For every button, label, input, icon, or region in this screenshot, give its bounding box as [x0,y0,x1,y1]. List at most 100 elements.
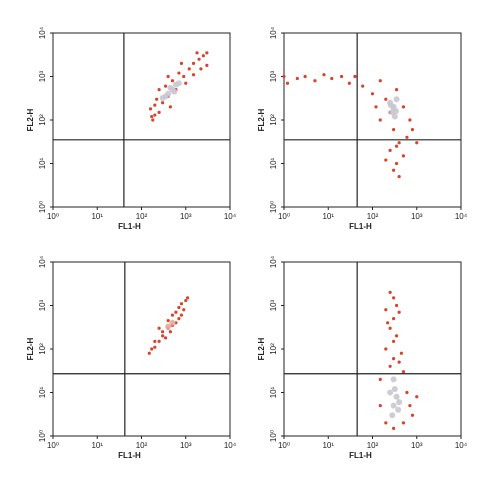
event-dot [396,399,403,406]
y-tick-label: 10³ [38,70,47,82]
event-dot [395,406,402,413]
x-tick-label: 10¹ [322,441,334,450]
event-dot [347,81,351,85]
event-dot [163,336,168,340]
x-tick-label: 10² [136,441,148,450]
y-tick-label: 10¹ [38,157,47,169]
event-dot [205,51,209,55]
event-dot [295,76,299,81]
x-tick-label: 10³ [180,212,192,221]
event-dot [410,128,415,132]
event-dot [153,103,157,107]
plot-frame [283,32,462,208]
event-dot [282,74,286,79]
event-dot [171,88,178,95]
event-dot [405,135,409,139]
x-tick-label: 10⁴ [455,441,468,450]
x-axis-label: FL1-H [349,451,372,460]
event-dot [169,319,176,326]
event-dot [191,73,196,77]
event-dot [388,326,392,330]
event-dot [187,67,191,71]
event-dot [393,108,400,115]
x-axis-label: FL1-H [118,222,141,231]
event-dot [166,74,170,79]
y-tick-label: 10² [38,114,47,126]
event-dot [394,334,399,338]
event-dot [177,316,181,321]
x-tick-label: 10⁴ [224,441,237,450]
y-axis-label: FL2-H [26,337,35,360]
event-dot [389,412,396,419]
event-dot [392,426,396,430]
x-tick-label: 10⁴ [224,212,237,221]
y-tick-label: 10⁴ [269,26,278,39]
event-dot [303,74,307,79]
x-tick-label: 10⁰ [278,212,290,221]
event-dot [322,73,326,77]
event-dot [401,154,406,158]
event-dot [153,113,157,117]
event-dot [339,74,344,79]
event-dot [179,302,184,306]
plot-frame [52,32,231,208]
event-dot [148,107,153,111]
x-tick-label: 10¹ [322,212,334,221]
event-dot [153,339,157,343]
event-dot [353,74,357,79]
event-dot [170,313,175,317]
x-tick-label: 10² [136,212,148,221]
event-dot [166,318,170,323]
event-dot [405,390,409,395]
event-dot [397,360,401,364]
event-dot [205,63,209,67]
event-dot [392,168,396,172]
event-dot [394,87,399,92]
event-dot [177,305,181,310]
plot-frame [283,261,462,437]
event-dot [177,71,181,75]
x-tick-label: 10² [367,441,379,450]
event-dot [384,97,388,101]
event-dot [392,296,396,300]
x-tick-label: 10⁰ [47,441,59,450]
y-tick-label: 10² [38,343,47,355]
event-dot [388,148,392,153]
x-tick-label: 10¹ [91,441,103,450]
event-dot [184,298,188,303]
event-dot [175,80,182,87]
event-dot [159,95,166,102]
event-dot [397,310,401,314]
y-axis-label: FL2-H [257,108,266,131]
event-dot [167,84,174,91]
event-dot [155,97,159,101]
event-dot [393,96,400,103]
event-dot [392,339,396,343]
event-dot [378,403,382,408]
event-dot [313,79,317,83]
event-dot [415,395,419,399]
event-dot [394,144,399,148]
event-dot [157,339,161,343]
y-tick-label: 10¹ [38,386,47,398]
event-dot [182,74,186,79]
event-dot [392,316,396,321]
event-dot [184,81,188,85]
event-dot [401,370,406,374]
event-dot [394,161,399,166]
x-tick-label: 10³ [411,212,423,221]
event-dot [378,118,382,122]
y-tick-label: 10¹ [269,157,278,169]
event-dot [165,323,172,330]
event-dot [399,351,404,355]
x-tick-label: 10³ [180,441,192,450]
event-dot [179,61,184,66]
event-dot [179,313,184,317]
event-dot [168,105,173,109]
event-dot [201,54,205,58]
event-dot [408,118,412,122]
x-tick-label: 10⁰ [278,441,290,450]
event-dot [161,101,165,105]
x-axis-label: FL1-H [118,451,141,460]
